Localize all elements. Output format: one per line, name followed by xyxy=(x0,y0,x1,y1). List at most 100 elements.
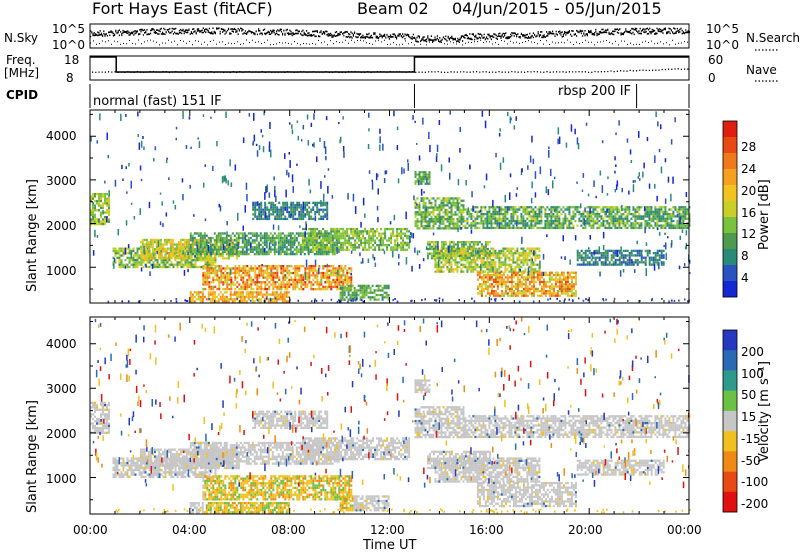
power-cell xyxy=(249,250,252,253)
power-cell xyxy=(630,252,633,255)
power-cell xyxy=(440,199,443,202)
power-cell xyxy=(209,239,212,242)
power-cell xyxy=(280,283,283,286)
power-cell xyxy=(556,285,559,288)
power-cell xyxy=(566,290,569,293)
power-cell xyxy=(145,238,148,242)
power-cell xyxy=(576,249,579,252)
power-cell xyxy=(376,244,379,247)
power-cell xyxy=(446,197,449,200)
power-cell xyxy=(452,220,455,223)
power-cell xyxy=(265,241,268,244)
power-cell xyxy=(217,245,220,248)
power-cell xyxy=(189,248,192,251)
power-cell xyxy=(534,249,537,253)
power-cell xyxy=(238,265,241,268)
power-cell xyxy=(450,241,453,244)
power-cell xyxy=(233,248,236,251)
power-cell xyxy=(260,201,263,204)
power-cell xyxy=(240,285,243,288)
power-cell xyxy=(578,263,581,266)
power-cell xyxy=(229,298,232,301)
power-cell xyxy=(363,289,366,292)
power-cell xyxy=(636,252,639,255)
power-cell xyxy=(566,283,569,286)
power-cell xyxy=(174,259,177,262)
power-cell xyxy=(528,213,531,216)
power-cell xyxy=(164,263,167,266)
power-cell xyxy=(213,248,216,251)
power-cell xyxy=(312,232,315,235)
power-cell xyxy=(197,234,200,237)
power-cell xyxy=(422,199,425,202)
power-cell xyxy=(118,263,121,266)
power-cell xyxy=(348,241,351,244)
power-cell xyxy=(191,300,194,303)
power-cell xyxy=(269,293,272,296)
power-cell xyxy=(650,208,653,211)
power-cell xyxy=(316,274,319,277)
power-cell xyxy=(276,213,279,216)
power-cell xyxy=(334,227,337,231)
power-cell xyxy=(252,208,255,211)
power-cell xyxy=(436,249,439,253)
power-cell xyxy=(454,263,457,266)
power-cell xyxy=(516,273,519,277)
power-cell xyxy=(608,224,611,227)
power-cell xyxy=(353,287,356,290)
power-cell xyxy=(150,259,153,262)
power-cell xyxy=(345,289,348,292)
power-cell xyxy=(476,278,479,281)
power-cell xyxy=(464,247,467,250)
power-cell xyxy=(584,215,587,218)
power-cell xyxy=(500,292,503,295)
power-cell xyxy=(252,288,255,291)
power-cell xyxy=(241,241,244,244)
power-cell xyxy=(462,211,465,214)
power-cell xyxy=(320,234,323,238)
power-cell xyxy=(656,215,659,218)
power-cell xyxy=(215,300,218,303)
power-cell xyxy=(508,276,511,279)
power-cell xyxy=(532,208,535,211)
power-cell xyxy=(662,224,665,227)
power-cell xyxy=(191,295,194,299)
power-cell xyxy=(328,276,331,279)
power-cell xyxy=(564,280,567,284)
power-cell xyxy=(343,293,346,297)
power-cell xyxy=(466,245,469,248)
power-cell xyxy=(424,218,427,221)
power-cell xyxy=(350,269,353,272)
power-cell xyxy=(564,219,567,223)
power-cell xyxy=(370,241,373,244)
power-cell xyxy=(254,271,257,275)
power-cell xyxy=(592,222,595,225)
power-cell xyxy=(114,252,117,255)
power-cell xyxy=(606,252,609,255)
power-cell xyxy=(303,253,306,256)
power-cell xyxy=(217,239,220,242)
power-cell xyxy=(206,283,209,286)
power-cell xyxy=(94,213,96,216)
power-cell xyxy=(143,254,146,258)
power-cell xyxy=(126,252,129,255)
power-cell xyxy=(468,213,471,216)
power-cell xyxy=(169,252,172,255)
power-cell xyxy=(582,210,585,213)
power-cell xyxy=(524,252,527,255)
power-cell xyxy=(235,257,238,260)
power-cell xyxy=(660,208,663,211)
power-cell xyxy=(342,234,345,238)
power-cell xyxy=(502,261,505,264)
power-cell xyxy=(490,213,493,216)
power-cell xyxy=(364,227,367,231)
power-cell xyxy=(233,293,236,296)
power-cell xyxy=(480,259,483,262)
power-cell xyxy=(516,292,519,295)
power-cell xyxy=(490,261,493,264)
power-cell xyxy=(320,281,323,284)
power-cell xyxy=(296,271,299,275)
power-cell xyxy=(230,278,233,282)
power-cell xyxy=(474,241,477,244)
power-cell xyxy=(277,241,280,244)
